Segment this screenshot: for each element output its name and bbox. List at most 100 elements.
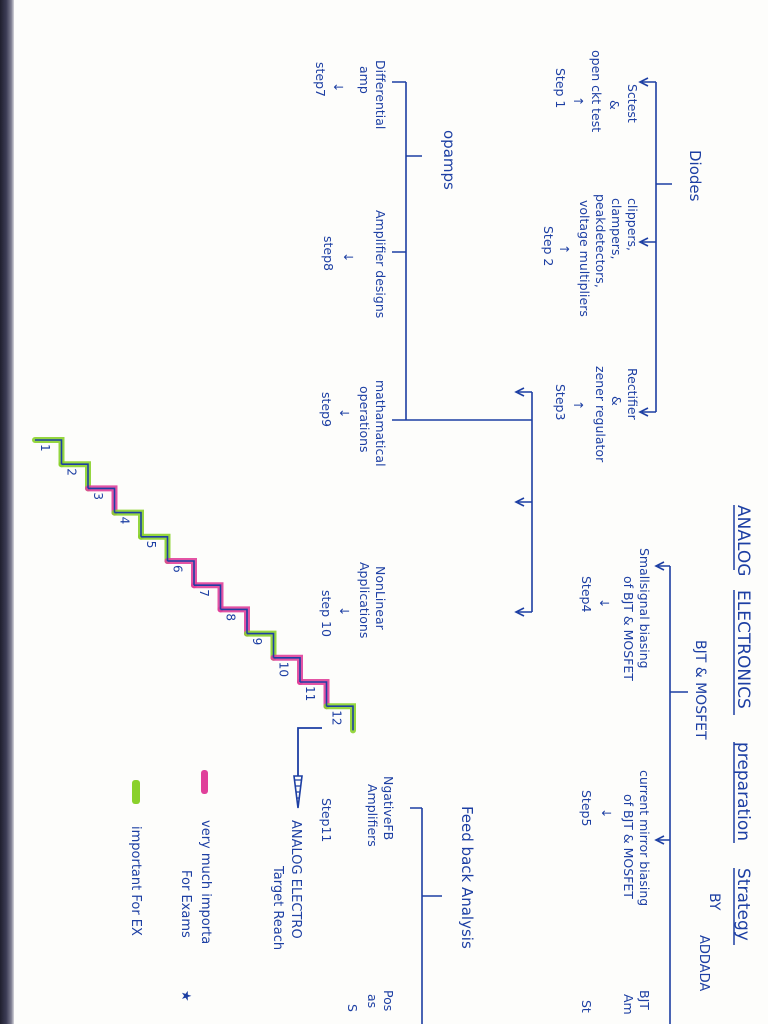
mind-map-page: ANALOG ELECTRONICS preparation Strategy … [14,0,768,1024]
stair-step-number: 4 [118,517,132,525]
opamps-step-7-arrow-down: ↓ [331,82,346,92]
stair-step-number: 2 [65,468,79,476]
bjt-step-4-arrow-down: ↓ [597,598,612,608]
branch-diodes: Diodes Sctest & open ckt test ↑ Step 1 c… [541,50,704,463]
bjt-arrowheads [654,561,665,845]
stair-step-number: 8 [224,613,238,621]
target-arrow-shaft [297,727,322,776]
bjt-step-4: Step4 [579,576,594,612]
opamps-connector-lines [518,391,533,613]
stair-outline [35,439,354,731]
diodes-child-3-line-3: zener regulator [593,366,608,463]
opamps-child-1-line-1: Differential [373,60,388,129]
opamps-step-8-arrow-down: ↓ [341,252,356,262]
stair-step-number: 9 [250,638,264,646]
opamps-step-10: step 10 [319,590,334,637]
feedback-child-1-line-1: NgativeFB [381,776,396,840]
legend-very-important-line-2: For Exams [178,870,193,938]
branch-feedback: Feed back Analysis NgativeFB Amplifiers … [319,776,476,1024]
branch-label-opamps: opamps [440,130,458,190]
diodes-step-3-arrow-up: ↑ [571,400,586,410]
target-arrow-hatch [295,779,301,799]
opamps-child-2-line-1: Amplifier designs [373,210,388,318]
branch-opamps: opamps Differential amp ↓ step7 Amplifie… [313,60,533,638]
diodes-child-1-line-1: Sctest [625,84,640,123]
opamps-bracket [392,81,532,421]
branch-label-diodes: Diodes [686,150,704,202]
bjt-child-1-line-1: Smallsignal biasing [637,548,652,669]
bjt-child-2-line-1: current mirror biasing [637,770,652,906]
diodes-child-2-line-3: peakdetectors, [593,194,608,288]
legend-very-important-line-1: very much importa [198,820,213,944]
feedback-step-12: S [345,1004,360,1012]
legend-swatch-very-important [201,770,208,794]
bjt-child-3-line-1: BJT [637,990,652,1010]
opamps-step-8: step8 [321,236,336,271]
opamps-step-10-arrow-down: ↓ [337,606,352,616]
diodes-connector-lines [642,81,672,413]
legend-swatch-important [132,780,140,804]
bjt-connector-lines [658,565,688,1024]
feedback-child-1-line-2: Amplifiers [365,784,380,847]
diodes-child-2-line-1: clippers, [625,198,640,251]
stair-step-number: 7 [197,589,211,597]
diodes-child-2-line-2: clampers, [609,198,624,259]
mind-map-canvas: ANALOG ELECTRONICS preparation Strategy … [32,50,753,1024]
legend: very much importa For Exams ★ important … [128,770,213,1002]
target-arrow: ANALOG ELECTRO Target Reach [270,727,322,950]
legend-star-icon: ★ [178,990,193,1002]
diodes-child-3-line-2: & [609,396,624,406]
notebook-binding-edge [0,0,14,1024]
title-block: ANALOG ELECTRONICS preparation Strategy … [696,505,753,991]
bjt-child-3-line-2: Am [621,994,636,1015]
opamps-step-9-arrow-down: ↓ [337,408,352,418]
stair-step-number: 10 [277,662,291,677]
diodes-child-2-line-4: voltage multipliers [577,200,592,317]
feedback-child-2-line-1: Pos [381,990,396,1011]
legend-important-line-1: important For EX [128,826,143,936]
title-word-electronics: ELECTRONICS [733,590,753,709]
diodes-child-3-line-1: Rectifier [625,368,640,421]
branch-bjt-mosfet: BJT & MOSFET Smallsignal biasing of BJT … [579,548,708,1024]
diodes-arrowheads [638,77,649,417]
opamps-arrowheads [514,387,525,617]
opamps-child-3-line-1: mathamatical [373,380,388,467]
title-word-analog: ANALOG [733,505,753,576]
diodes-child-1-line-3: open ckt test [589,50,604,132]
diodes-step-3: Step3 [553,384,568,420]
stair-step-number: 1 [38,444,52,452]
opamps-child-1-line-2: amp [357,66,372,94]
diodes-step-2: Step 2 [541,226,556,266]
bjt-child-2-line-2: of BJT & MOSFET [621,794,636,899]
title-author: ADDADA [696,935,711,991]
feedback-child-2-line-2: as [365,994,380,1008]
title-word-strategy: Strategy [733,868,753,941]
target-line-1: ANALOG ELECTRO [288,820,303,939]
feedback-connector-lines [410,807,442,1024]
rotated-sheet: ANALOG ELECTRONICS preparation Strategy … [32,50,753,1024]
diodes-step-1-arrow-up: ↑ [571,96,586,106]
bjt-child-1-line-2: of BJT & MOSFET [621,576,636,681]
branch-label-bjt-mosfet: BJT & MOSFET [692,640,708,740]
opamps-child-4-line-1: NonLinear [373,566,388,631]
branch-label-feedback: Feed back Analysis [458,806,476,949]
diodes-step-1: Step 1 [553,68,568,108]
bjt-step-6: St [579,1000,594,1013]
bjt-step-5: Step5 [579,790,594,826]
opamps-step-9: step9 [319,392,334,427]
diodes-child-1-line-2: & [607,100,622,110]
stair-step-number: 5 [144,541,158,549]
target-line-2: Target Reach [270,865,285,950]
stair-step-number: 3 [91,492,105,500]
opamps-child-3-line-2: operations [357,386,372,453]
bjt-step-5-arrow-down: ↓ [599,808,614,818]
title-by: BY [706,893,722,911]
diodes-step-2-arrow-up: ↑ [557,244,572,254]
feedback-step-11: Step11 [319,798,334,842]
stair-step-number: 11 [303,686,317,701]
opamps-child-4-line-2: Applications [357,562,372,638]
opamps-step-7: step7 [313,62,328,97]
title-word-preparation: preparation [733,742,753,841]
stair-step-number: 12 [330,710,344,725]
